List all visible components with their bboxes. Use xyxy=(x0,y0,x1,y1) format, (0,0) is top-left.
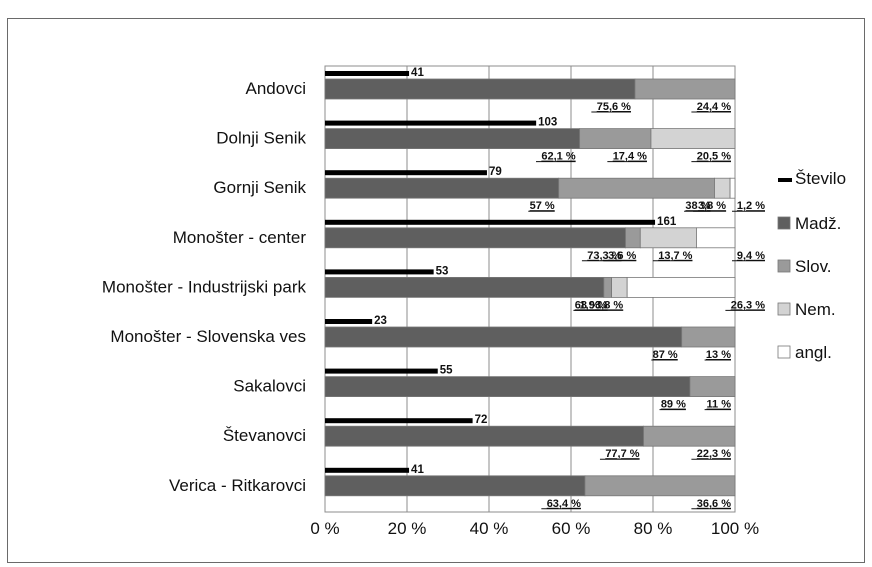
count-bar xyxy=(325,418,473,424)
percent-label: 63,4 % xyxy=(547,498,581,510)
category-label: Monošter - center xyxy=(173,228,307,247)
category-label: Gornji Senik xyxy=(213,178,306,197)
legend-swatch xyxy=(777,259,791,273)
bar-segment xyxy=(625,227,641,249)
legend-swatch xyxy=(777,345,791,359)
percent-label: 1,2 % xyxy=(737,200,765,212)
count-label: 55 xyxy=(440,365,453,377)
legend-label: angl. xyxy=(795,343,832,362)
category-label: Sakalovci xyxy=(233,377,306,396)
percent-label: 89 % xyxy=(661,399,686,411)
category-label: Števanovci xyxy=(223,426,306,445)
category-label: Dolnji Senik xyxy=(216,129,306,148)
count-label: 41 xyxy=(411,67,424,79)
percent-label: 13 % xyxy=(706,349,731,361)
percent-label: 73,3 % xyxy=(587,250,621,262)
category-label: Monošter - Slovenska ves xyxy=(110,327,306,346)
bar-segment xyxy=(324,326,683,348)
count-bar xyxy=(325,219,656,225)
count-bar xyxy=(325,71,410,76)
bar-segment xyxy=(611,276,628,298)
bar-segment xyxy=(324,276,605,298)
category-label: Andovci xyxy=(246,79,306,98)
category-label: Monošter - Industrijski park xyxy=(102,277,307,296)
bar-segment xyxy=(324,376,691,398)
percent-label: 22,3 % xyxy=(697,448,731,460)
percent-label: 1,9 % xyxy=(579,299,607,311)
count-bar xyxy=(325,120,537,126)
percent-label: 57 % xyxy=(530,200,555,212)
bar-segment xyxy=(714,177,731,199)
percent-label: 3,8 % xyxy=(698,200,726,212)
count-bar xyxy=(325,170,487,176)
percent-label: 17,4 % xyxy=(613,151,647,163)
legend-label: Slov. xyxy=(795,257,832,276)
percent-label: 20,5 % xyxy=(697,151,731,163)
bar-segment xyxy=(324,227,626,249)
percent-label: 62,1 % xyxy=(541,151,575,163)
bar-segment xyxy=(643,425,736,447)
percent-label: 9,4 % xyxy=(737,250,765,262)
x-tick-label: 60 % xyxy=(552,519,591,538)
legend-swatch-count xyxy=(778,178,792,182)
count-bar xyxy=(325,319,373,324)
bar-segment xyxy=(324,128,581,150)
bar-segment xyxy=(639,227,697,249)
bar-segment xyxy=(689,376,736,398)
count-label: 103 xyxy=(538,117,557,129)
bar-segment xyxy=(324,475,586,497)
count-label: 53 xyxy=(436,265,449,277)
bar-segment xyxy=(603,276,612,298)
bar-segment xyxy=(584,475,736,497)
count-label: 41 xyxy=(411,464,424,476)
percent-label: 13,7 % xyxy=(658,250,692,262)
legend-swatch xyxy=(777,302,791,316)
percent-label: 87 % xyxy=(653,349,678,361)
percent-label: 3,6 % xyxy=(608,250,636,262)
legend-label: Madž. xyxy=(795,214,841,233)
chart-frame xyxy=(7,18,865,563)
bar-segment xyxy=(634,78,736,100)
category-label: Verica - Ritkarovci xyxy=(169,476,306,495)
bar-segment xyxy=(626,276,736,298)
x-tick-label: 0 % xyxy=(310,519,339,538)
bar-segment xyxy=(650,128,736,150)
bar-segment xyxy=(324,177,560,199)
legend-label: Nem. xyxy=(795,300,836,319)
percent-label: 38 % xyxy=(685,200,710,212)
legend-label-count: Število xyxy=(795,169,846,188)
percent-label: 11 % xyxy=(707,399,732,411)
bar-segment xyxy=(696,227,736,249)
percent-label: 77,7 % xyxy=(605,448,639,460)
count-bar xyxy=(325,368,438,374)
bar-segment xyxy=(681,326,736,348)
bar-segment xyxy=(579,128,652,150)
percent-label: 24,4 % xyxy=(697,101,731,113)
x-tick-label: 80 % xyxy=(634,519,673,538)
percent-label: 36,6 % xyxy=(697,498,731,510)
percent-label: 3,8 % xyxy=(595,299,623,311)
bar-segment xyxy=(729,177,736,199)
count-bar xyxy=(325,269,434,275)
count-label: 23 xyxy=(374,315,387,327)
count-label: 72 xyxy=(475,414,488,426)
count-bar xyxy=(325,467,410,473)
bar-segment xyxy=(324,425,644,447)
bar-segment xyxy=(324,78,636,100)
count-label: 161 xyxy=(657,216,677,228)
percent-label: 75,6 % xyxy=(597,101,631,113)
x-tick-label: 100 % xyxy=(711,519,759,538)
percent-label: 68 % xyxy=(575,299,600,311)
count-label: 79 xyxy=(489,166,502,178)
bar-segment xyxy=(558,177,715,199)
x-tick-label: 20 % xyxy=(388,519,427,538)
legend-swatch xyxy=(777,216,791,230)
x-tick-label: 40 % xyxy=(470,519,509,538)
percent-label: 26,3 % xyxy=(731,299,765,311)
